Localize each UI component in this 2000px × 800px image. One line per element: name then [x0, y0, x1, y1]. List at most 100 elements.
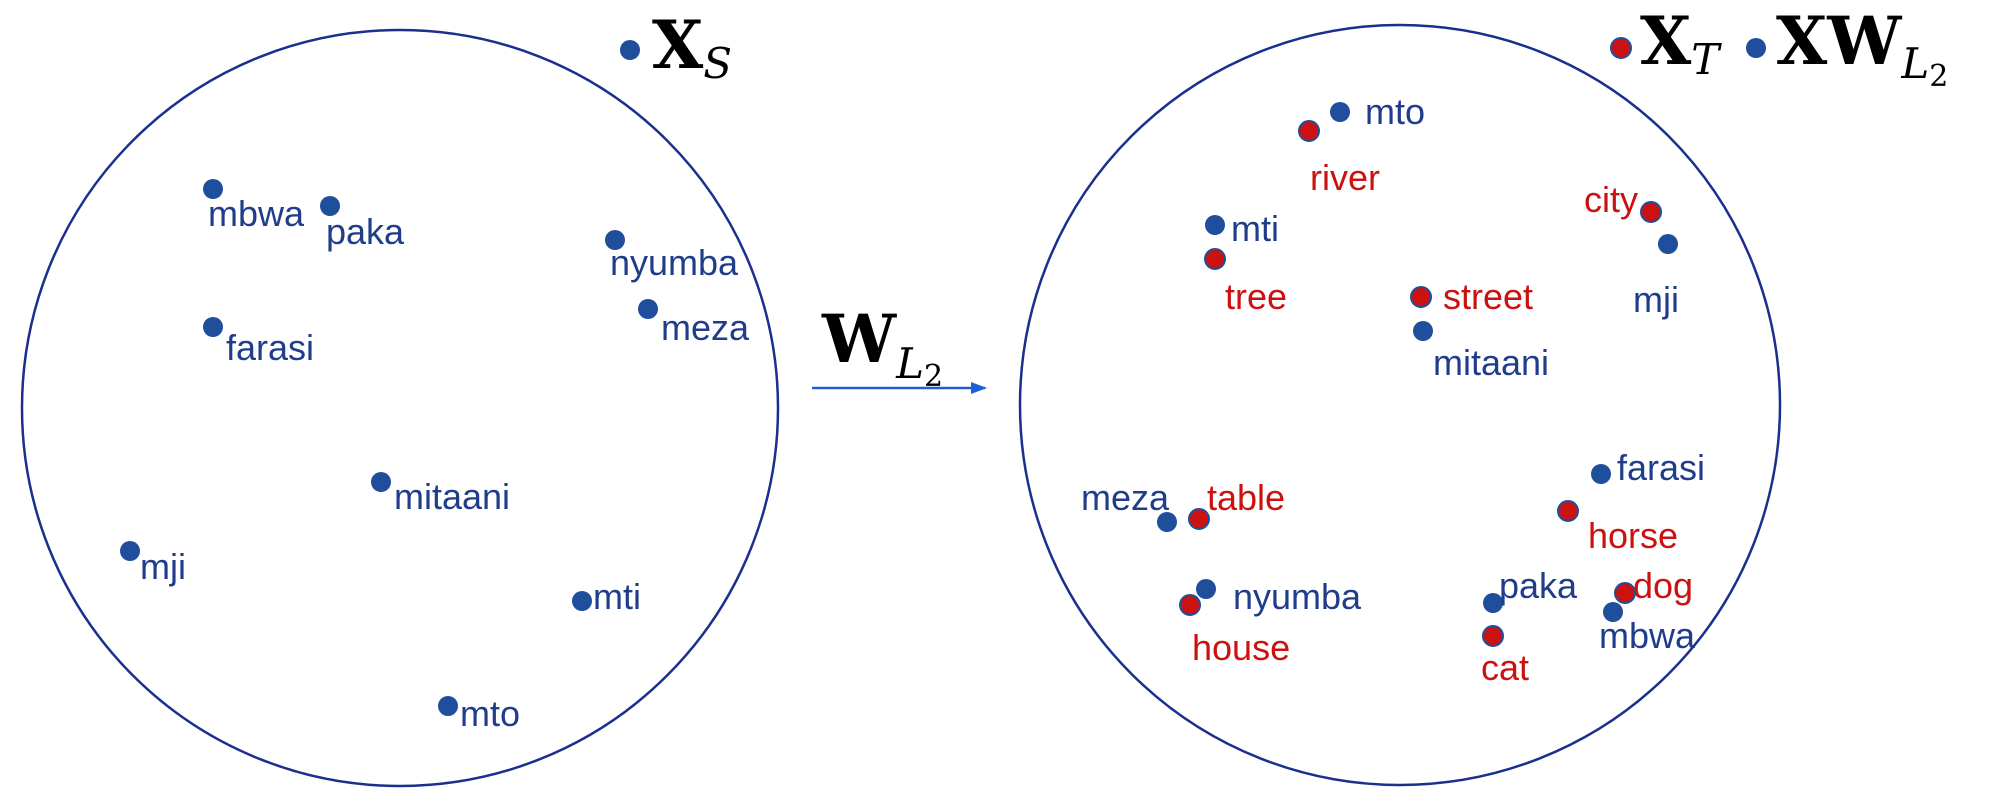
svg-text:XS: XS — [652, 6, 732, 88]
word-label: farasi — [226, 327, 314, 368]
legend-source: XS — [620, 6, 732, 88]
mapped-point-paka: paka — [1483, 565, 1578, 613]
source-point-mti: mti — [572, 576, 641, 617]
word-label: mto — [460, 693, 520, 734]
word-label: mji — [1633, 279, 1679, 320]
transform-subsub: 2 — [924, 359, 943, 394]
transform-main: W — [821, 300, 897, 378]
word-label: river — [1310, 157, 1380, 198]
point-marker — [1204, 248, 1226, 270]
word-label: house — [1192, 627, 1290, 668]
source-point-mitaani: mitaani — [371, 472, 510, 517]
point-marker — [1298, 120, 1320, 142]
source-space-circle — [20, 28, 780, 788]
mapped-point-farasi: farasi — [1591, 447, 1705, 488]
point-marker — [605, 230, 625, 250]
point-marker — [638, 299, 658, 319]
point-marker — [1157, 512, 1177, 532]
legend-mapped-main: XW — [1776, 2, 1902, 80]
target-point-river: river — [1298, 120, 1380, 198]
transform-sub: L — [895, 339, 924, 388]
legend-source-sub: S — [703, 39, 732, 88]
word-label: horse — [1588, 515, 1678, 556]
target-point-house: house — [1179, 594, 1290, 668]
word-label: street — [1443, 276, 1533, 317]
word-label: mti — [593, 576, 641, 617]
point-marker — [1591, 464, 1611, 484]
target-point-street: street — [1410, 276, 1533, 317]
word-label: meza — [661, 307, 750, 348]
source-point-mji: mji — [120, 541, 186, 587]
mapped-point-nyumba: nyumba — [1196, 576, 1362, 617]
point-marker — [1179, 594, 1201, 616]
legend-mapped-marker — [1746, 38, 1766, 58]
point-marker — [1640, 201, 1662, 223]
word-label: dog — [1633, 565, 1693, 606]
source-point-farasi: farasi — [203, 317, 314, 368]
transform-label: WL2 — [821, 300, 943, 394]
point-marker — [1614, 582, 1636, 604]
source-point-meza: meza — [638, 299, 750, 348]
target-point-tree: tree — [1204, 248, 1287, 317]
target-point-table: table — [1188, 477, 1285, 530]
point-marker — [572, 591, 592, 611]
legend-target-main: X — [1640, 2, 1692, 80]
source-point-mbwa: mbwa — [203, 179, 305, 234]
word-label: cat — [1481, 647, 1529, 688]
svg-text:XT: XT — [1640, 2, 1722, 84]
svg-text:XWL2: XWL2 — [1776, 2, 1948, 94]
legend-target-sub: T — [1691, 35, 1722, 84]
word-label: meza — [1081, 477, 1170, 518]
point-marker — [1188, 508, 1210, 530]
point-marker — [1557, 500, 1579, 522]
point-marker — [1330, 102, 1350, 122]
point-marker — [1410, 286, 1432, 308]
target-point-horse: horse — [1557, 500, 1678, 556]
mapped-point-mbwa: mbwa — [1599, 602, 1696, 656]
word-label: nyumba — [1233, 576, 1362, 617]
source-point-nyumba: nyumba — [605, 230, 739, 283]
legend-target: XT — [1610, 2, 1722, 84]
target-point-city: city — [1584, 179, 1662, 223]
point-marker — [1205, 215, 1225, 235]
word-label: mji — [140, 546, 186, 587]
word-label: mto — [1365, 91, 1425, 132]
target-point-cat: cat — [1481, 625, 1529, 688]
point-marker — [1603, 602, 1623, 622]
mapped-point-mitaani: mitaani — [1413, 321, 1549, 383]
word-label: table — [1207, 477, 1285, 518]
legend-source-main: X — [652, 6, 704, 84]
point-marker — [1483, 593, 1503, 613]
legend-mapped: XWL2 — [1746, 2, 1948, 94]
target-space-circle — [1018, 23, 1782, 787]
word-label: mitaani — [1433, 342, 1549, 383]
point-marker — [203, 317, 223, 337]
source-point-paka: paka — [320, 196, 405, 252]
point-marker — [120, 541, 140, 561]
word-label: paka — [1499, 565, 1578, 606]
legend-mapped-sub: L — [1900, 39, 1929, 88]
mapped-point-mji: mji — [1633, 234, 1679, 320]
target-point-dog: dog — [1614, 565, 1693, 606]
point-marker — [1196, 579, 1216, 599]
word-label: farasi — [1617, 447, 1705, 488]
legend-target-marker — [1610, 37, 1632, 59]
word-label: tree — [1225, 276, 1287, 317]
legend-source-marker — [620, 40, 640, 60]
word-label: mbwa — [208, 193, 305, 234]
mapped-point-mto: mto — [1330, 91, 1425, 132]
word-label: city — [1584, 179, 1638, 220]
source-point-mto: mto — [438, 693, 520, 734]
point-marker — [438, 696, 458, 716]
mapped-point-mti: mti — [1205, 208, 1279, 249]
point-marker — [371, 472, 391, 492]
word-label: paka — [326, 211, 405, 252]
mapped-point-meza: meza — [1081, 477, 1177, 532]
word-label: mitaani — [394, 476, 510, 517]
word-label: mbwa — [1599, 615, 1696, 656]
point-marker — [1482, 625, 1504, 647]
point-marker — [203, 179, 223, 199]
legend-mapped-subsub: 2 — [1929, 59, 1948, 94]
point-marker — [1413, 321, 1433, 341]
